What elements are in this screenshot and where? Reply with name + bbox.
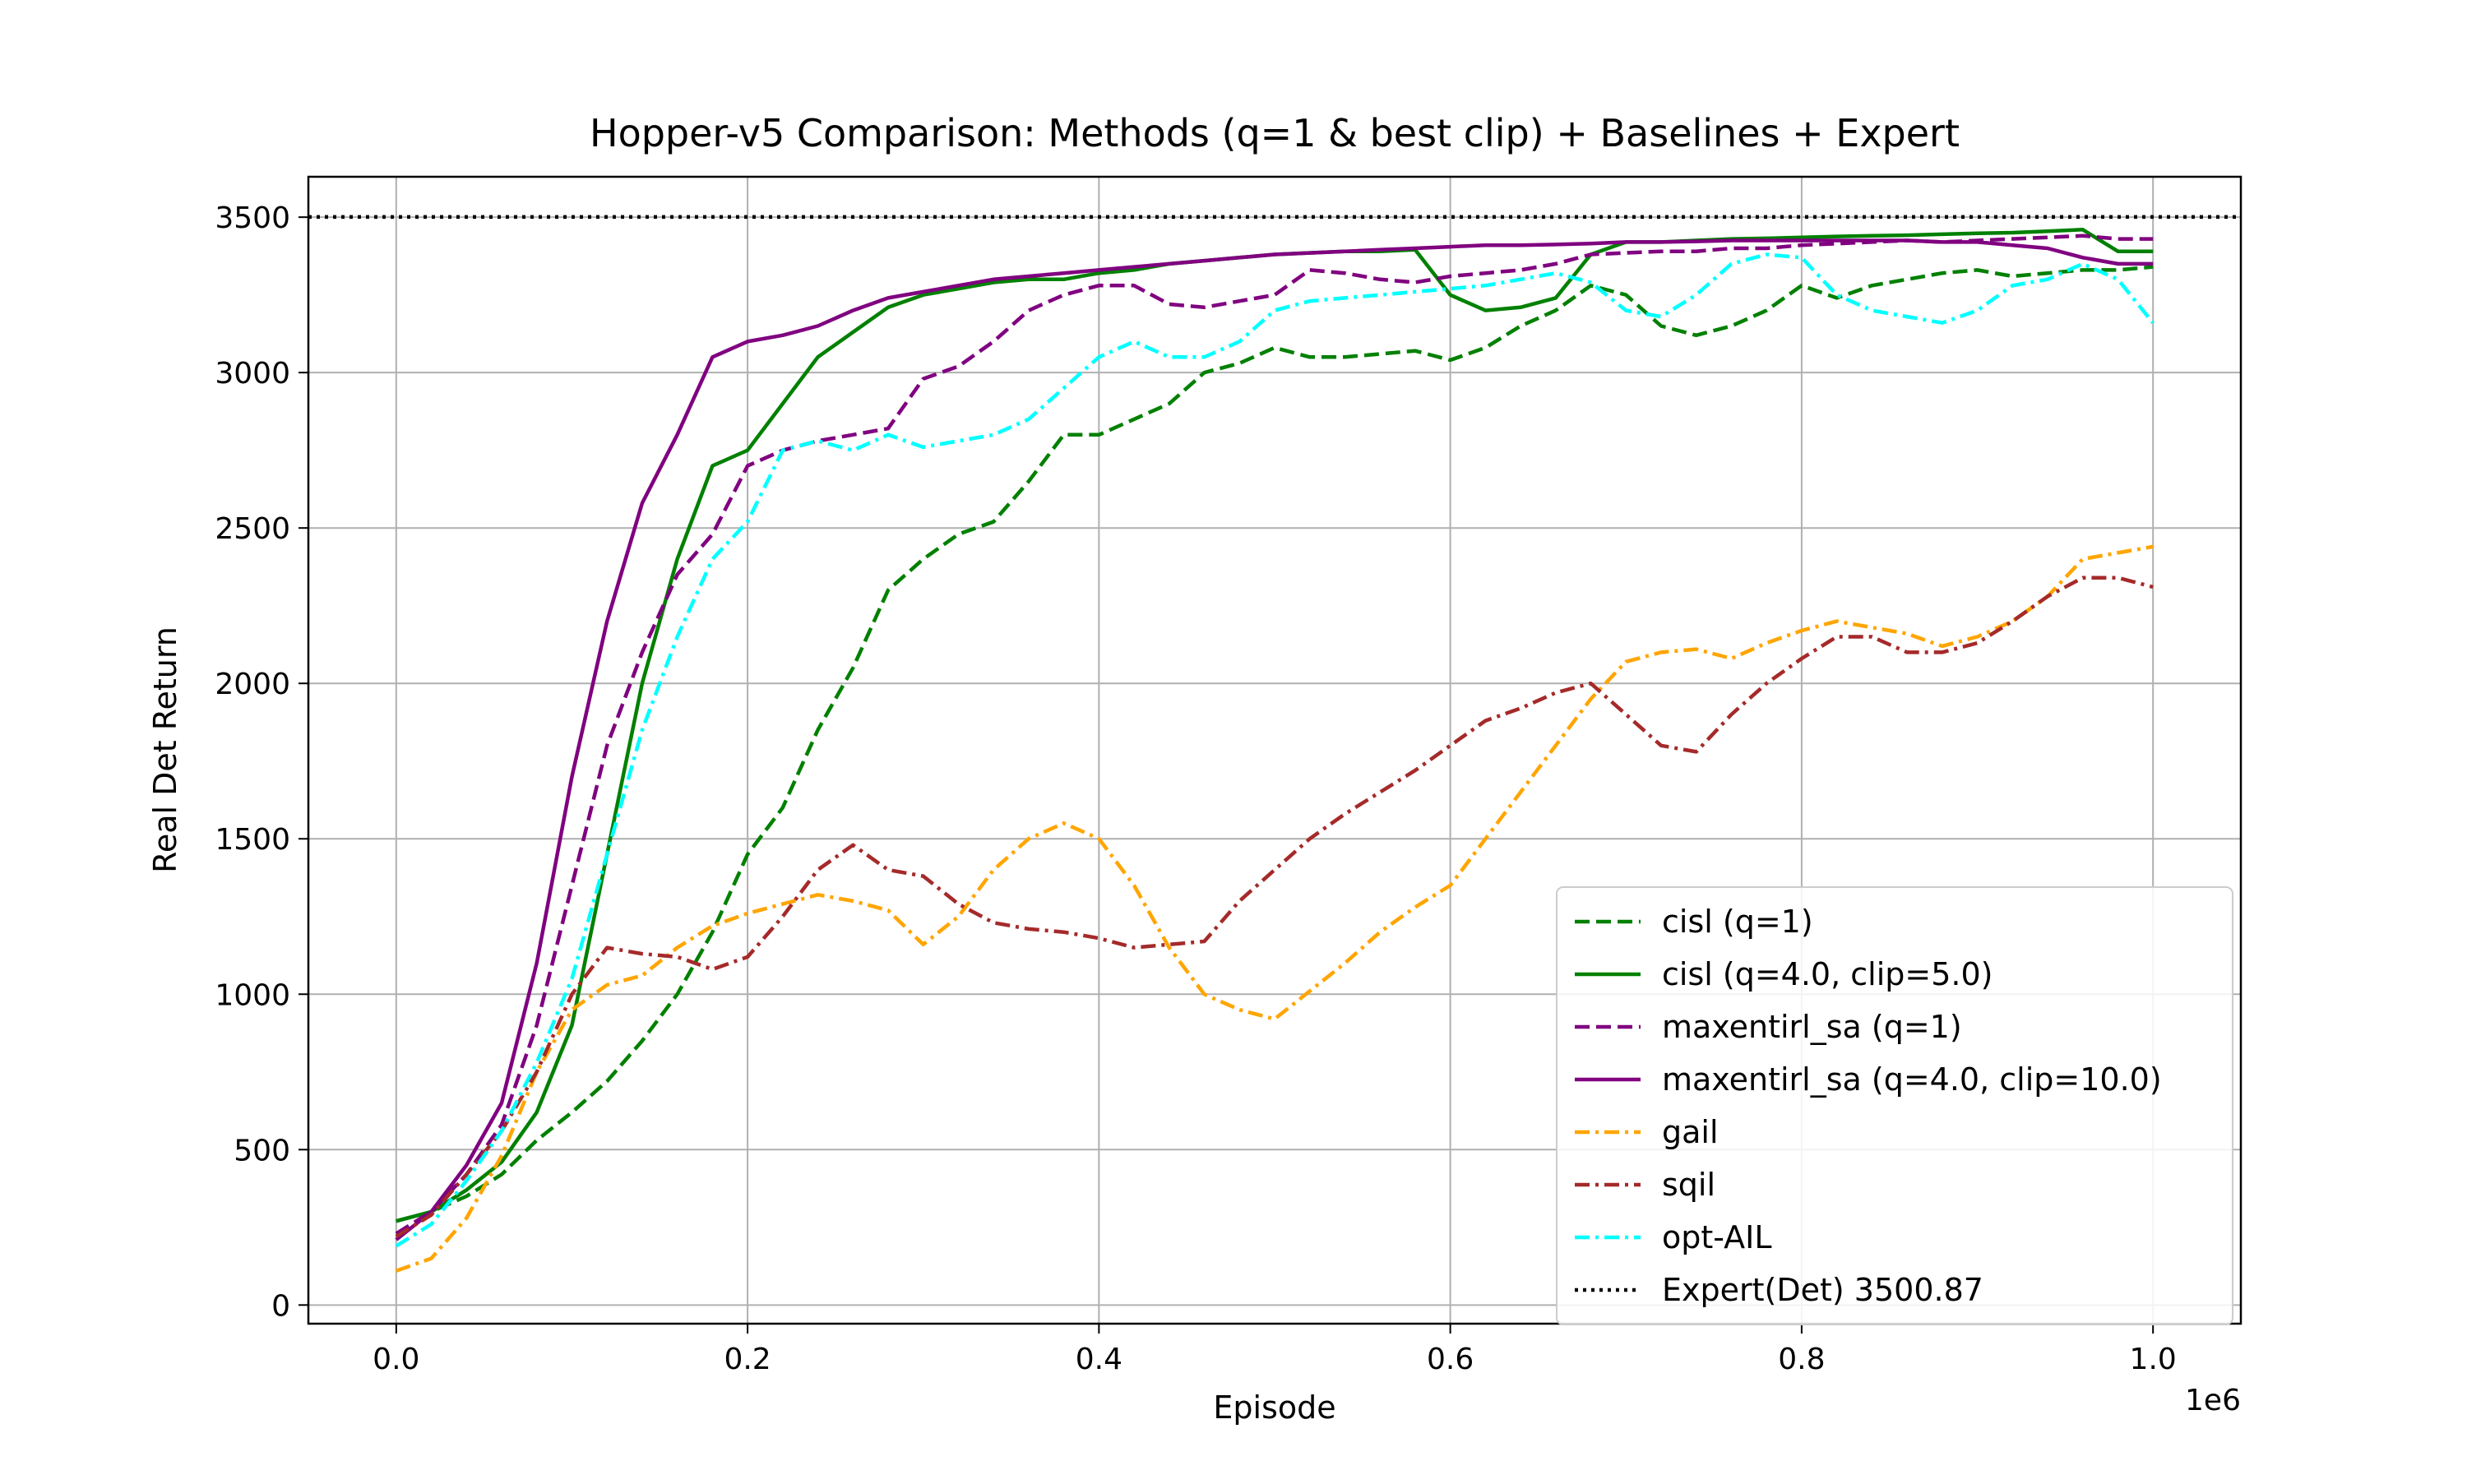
legend-label: gail	[1662, 1114, 1719, 1150]
ticks: 0.0 0.2 0.4 0.6 0.8 1.0 0 500 1000 1500 2000 2500 30…	[215, 201, 2176, 1376]
x-tick-label: 0.4	[1076, 1343, 1122, 1376]
series-line	[395, 576, 2154, 1239]
x-axis-label: Episode	[1213, 1389, 1335, 1426]
y-tick-label: 2000	[215, 668, 290, 701]
chart-title: Hopper-v5 Comparison: Methods (q=1 & bes…	[590, 111, 1960, 155]
x-tick-label: 0.2	[724, 1343, 771, 1376]
legend-label: cisl (q=4.0, clip=5.0)	[1662, 956, 1993, 992]
legend-label: maxentirl_sa (q=1)	[1662, 1009, 1962, 1045]
y-tick-label: 0	[271, 1289, 290, 1323]
y-axis-label: Real Det Return	[147, 626, 183, 873]
legend: cisl (q=1) cisl (q=4.0, clip=5.0) maxentir…	[1556, 886, 2233, 1325]
x-scale-offset-label: 1e6	[2185, 1384, 2241, 1417]
legend-label: maxentirl_sa (q=4.0, clip=10.0)	[1662, 1061, 2162, 1098]
x-tick-label: 0.8	[1778, 1343, 1825, 1376]
series-line	[395, 233, 2154, 1236]
y-tick-label: 3500	[215, 201, 290, 235]
legend-label: cisl (q=1)	[1662, 904, 1813, 940]
series-line	[395, 252, 2155, 1248]
x-tick-label: 1.0	[2130, 1343, 2177, 1376]
y-tick-label: 1500	[215, 823, 290, 857]
series-line	[396, 544, 2154, 1273]
y-tick-label: 2500	[215, 512, 290, 546]
series-line	[395, 238, 2154, 1241]
x-tick-label: 0.6	[1427, 1343, 1474, 1376]
legend-label: sqil	[1662, 1167, 1715, 1203]
x-tick-label: 0.0	[373, 1343, 419, 1376]
plot-frame	[307, 175, 2243, 1325]
series-layer	[308, 215, 2241, 1273]
legend-box	[1556, 886, 2233, 1325]
y-tick-label: 1000	[215, 978, 290, 1012]
y-tick-label: 3000	[215, 357, 290, 391]
grid	[308, 177, 2241, 1324]
legend-label: Expert(Det) 3500.87	[1662, 1272, 1983, 1308]
legend-label: opt-AIL	[1662, 1219, 1772, 1255]
series-line	[396, 265, 2154, 1223]
y-tick-label: 500	[234, 1134, 290, 1167]
